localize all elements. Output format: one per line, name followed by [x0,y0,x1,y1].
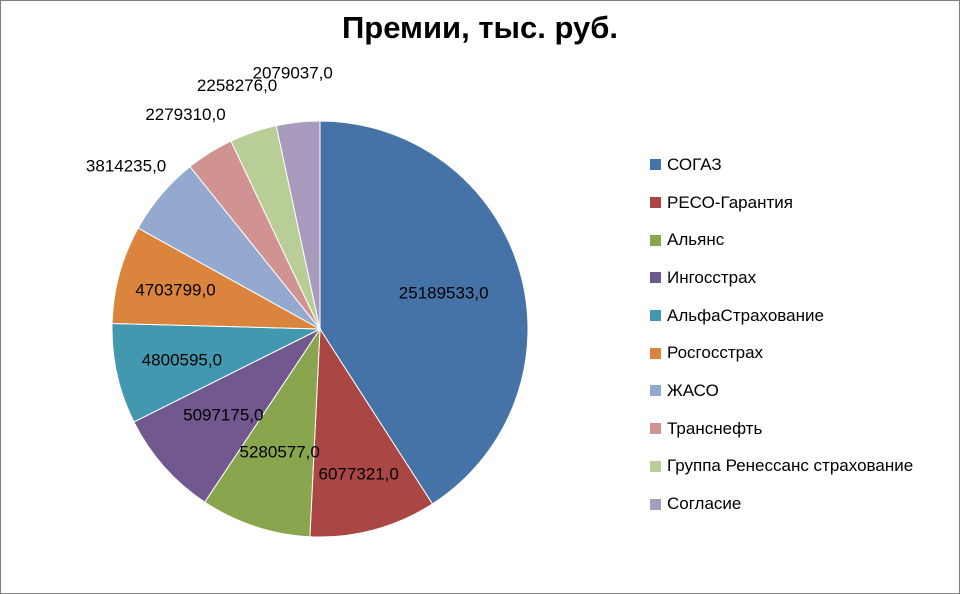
legend-item: Ингосстрах [650,259,955,297]
data-label-3: 5280577,0 [240,443,320,462]
legend-swatch [650,460,661,472]
legend-label: СОГАЗ [667,154,722,174]
legend-item: СОГАЗ [650,146,955,184]
legend-label: АльфаСтрахование [667,305,824,325]
legend-item: РЕСО-Гарантия [650,184,955,222]
data-label-8: 2279310,0 [145,105,225,124]
legend-label: Альянс [667,230,725,250]
legend-swatch [650,385,661,397]
legend-swatch [650,310,661,322]
legend-label: Согласие [667,494,742,514]
pie-slice-2 [309,327,434,538]
data-label-1: 25189533,0 [399,284,489,303]
legend-label: Росгосстрах [667,343,764,363]
legend-swatch [650,159,661,171]
legend-label: ЖАСО [667,380,719,400]
legend-item: Росгосстрах [650,334,955,372]
data-label-6: 4703799,0 [135,281,215,300]
legend-item: Согласие [650,485,955,523]
chart-title: Премии, тыс. руб. [342,10,618,45]
legend-swatch [650,423,661,435]
legend-swatch [650,234,661,246]
pie-slice-5 [111,322,321,423]
legend-label: Транснефть [667,418,763,438]
legend-swatch [650,197,661,209]
pie-slice-4 [133,327,322,503]
legend-label: Группа Ренессанс страхование [667,456,914,476]
pie-slice-6 [111,227,321,330]
legend-swatch [650,498,661,510]
data-label-2: 6077321,0 [319,465,399,484]
data-labels: 25189533,0 6077321,0 5280577,0 5097175,0 480… [86,64,489,484]
legend-item: ЖАСО [650,372,955,410]
data-label-9: 2258276,0 [197,76,277,95]
pie-slice-3 [204,327,321,538]
data-label-7: 3814235,0 [86,156,166,175]
pie-slice-1 [319,120,529,505]
data-label-5: 4800595,0 [142,351,222,370]
data-label-4: 5097175,0 [183,405,263,424]
legend-label: Ингосстрах [667,267,757,287]
legend-item: Транснефть [650,410,955,448]
pie-slice-10 [275,120,321,330]
legend-swatch [650,347,661,359]
legend-item: АльфаСтрахование [650,297,955,335]
pie-slices [111,120,529,538]
legend-item: Альянс [650,221,955,259]
legend-label: РЕСО-Гарантия [667,192,793,212]
legend: СОГАЗ РЕСО-Гарантия Альянс Ингосстрах АльфаС… [650,146,955,523]
legend-swatch [650,272,661,284]
legend-item: Группа Ренессанс страхование [650,448,955,486]
data-label-10: 2079037,0 [253,64,333,83]
